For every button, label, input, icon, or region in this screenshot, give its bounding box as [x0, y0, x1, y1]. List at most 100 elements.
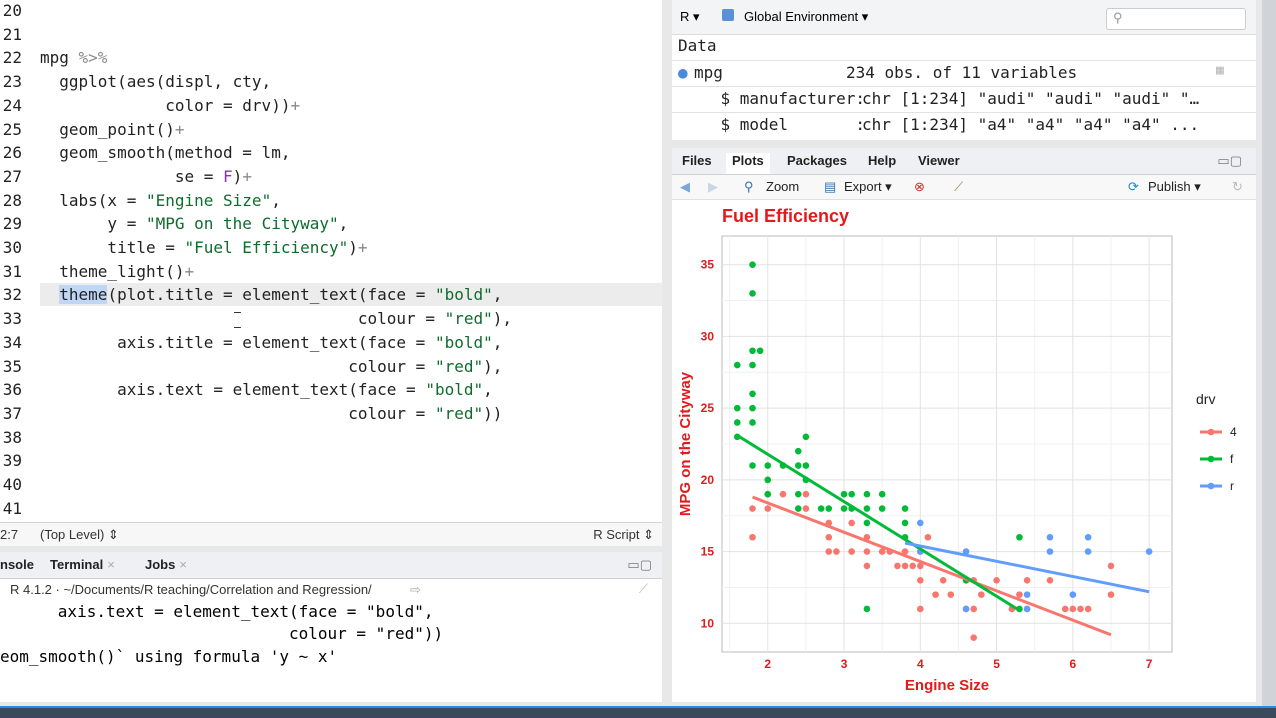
remove-plot-icon[interactable]: ⊗ [914, 179, 925, 194]
plots-pane[interactable]: Files Plots Packages Help Viewer ▭▢ ◀ ▶ … [672, 148, 1256, 702]
scope-selector[interactable]: (Top Level) ⇕ [40, 527, 119, 542]
code-line[interactable]: theme(plot.title = element_text(face = "… [40, 283, 502, 306]
goto-dir-icon[interactable]: ⇨ [410, 582, 421, 597]
refresh-icon[interactable]: ↻ [1232, 179, 1243, 194]
data-point [901, 562, 909, 570]
code-token: colour = [40, 309, 445, 329]
minimize-maximize-icon[interactable]: ▭▢ [627, 557, 652, 572]
forward-arrow-icon[interactable]: ▶ [708, 179, 718, 194]
code-line[interactable]: colour = "red"), [40, 355, 502, 378]
close-icon[interactable]: × [107, 557, 115, 572]
console-line: colour = "red")) [0, 624, 444, 643]
export-button[interactable]: Export ▾ [844, 179, 892, 194]
code-token: + [242, 166, 252, 186]
code-token: geom_smooth(method = lm, [40, 143, 291, 163]
line-number: 31 [2, 261, 22, 281]
code-line[interactable]: y = "MPG on the Cityway", [40, 212, 348, 235]
line-number: 39 [2, 451, 22, 471]
code-token: theme [59, 285, 108, 305]
line-number: 26 [2, 143, 22, 163]
data-point [733, 419, 741, 426]
code-token: )) [483, 403, 503, 423]
data-point [878, 548, 886, 555]
data-point [909, 562, 916, 570]
tab-plots[interactable]: Plots [726, 153, 770, 174]
code-token: y = [40, 214, 146, 234]
code-line[interactable]: labs(x = "Engine Size", [40, 189, 281, 212]
code-line[interactable]: ggplot(aes(displ, cty, [40, 70, 271, 93]
code-token: color = drv)) [40, 95, 291, 115]
back-arrow-icon[interactable]: ◀ [680, 179, 690, 194]
data-point [863, 490, 871, 498]
y-tick-label: 25 [701, 401, 715, 415]
chart-title: Fuel Efficiency [722, 206, 849, 226]
publish-button[interactable]: Publish ▾ [1148, 179, 1201, 194]
broom-icon[interactable]: ⟋ [954, 179, 964, 194]
x-tick-label: 2 [764, 657, 771, 671]
data-point [833, 548, 840, 555]
taskbar [0, 706, 1276, 718]
data-point [764, 505, 772, 512]
search-input[interactable]: ⚲ [1106, 8, 1246, 30]
tab-terminal[interactable]: Terminal × [50, 557, 115, 572]
code-line[interactable]: axis.title = element_text(face = "bold", [40, 331, 502, 354]
plots-tabbar: Files Plots Packages Help Viewer ▭▢ [672, 148, 1256, 175]
code-token: + [184, 261, 195, 281]
data-point [749, 404, 756, 412]
code-line[interactable]: color = drv))+ [40, 94, 300, 117]
table-icon[interactable]: ▦ [1216, 63, 1224, 78]
line-number: 28 [2, 190, 22, 210]
filetype-selector[interactable]: R Script ⇕ [593, 527, 654, 542]
code-token: "bold" [425, 380, 484, 400]
tab-jobs[interactable]: Jobs × [145, 557, 187, 572]
line-number: 40 [2, 475, 22, 494]
tab-console[interactable]: nsole [0, 557, 34, 572]
code-line[interactable]: mpg %>% [40, 46, 107, 69]
close-icon[interactable]: × [179, 557, 187, 572]
expand-icon[interactable]: ● [678, 63, 688, 82]
env-row[interactable]: ● mpg 234 obs. of 11 variables ▦ [672, 60, 1256, 87]
current-line-highlight [40, 283, 662, 307]
environment-pane[interactable]: R ▾ Global Environment ▾ ⚲ Data ● mpg 23… [672, 0, 1256, 140]
data-point [917, 605, 924, 613]
code-line[interactable]: title = "Fuel Efficiency")+ [40, 236, 367, 259]
code-line[interactable]: se = F)+ [40, 165, 252, 188]
data-point [863, 548, 871, 555]
code-line[interactable]: colour = "red")) [40, 402, 502, 425]
language-selector[interactable]: R ▾ [680, 9, 700, 24]
data-point [1145, 548, 1153, 555]
data-point [749, 261, 756, 268]
data-point [1016, 591, 1023, 598]
data-point [1107, 562, 1115, 570]
data-point [802, 462, 810, 469]
source-editor[interactable]: 20 21 22 23 24 25 26 27 28 29 30 31 32 33 34 35 36 37 38 39… [0, 0, 662, 546]
publish-icon: ⟳ [1128, 179, 1139, 194]
y-tick-label: 35 [701, 258, 715, 272]
code-line[interactable]: axis.text = element_text(face = "bold", [40, 378, 493, 401]
data-point [962, 605, 970, 613]
code-token: "red" [434, 356, 484, 376]
environment-selector[interactable]: Global Environment ▾ [744, 9, 869, 24]
line-number: 23 [2, 72, 22, 92]
minimize-maximize-icon[interactable]: ▭▢ [1217, 153, 1242, 168]
code-line[interactable]: geom_point()+ [40, 118, 184, 141]
code-area[interactable]: mpg %>% ggplot(aes(displ, cty, color = d… [40, 0, 662, 523]
tab-help[interactable]: Help [868, 153, 897, 168]
console-pane[interactable]: nsole Terminal × Jobs × ▭▢ R 4.1.2 · ~/Doc… [0, 552, 662, 702]
broom-icon[interactable]: ⟋ [638, 581, 648, 596]
data-point [825, 505, 833, 512]
line-number: 38 [2, 427, 22, 447]
code-line[interactable]: colour = "red"), [40, 307, 512, 330]
line-number: 37 [2, 403, 22, 423]
tab-packages[interactable]: Packages [787, 153, 847, 168]
data-point [749, 533, 756, 541]
data-point [794, 447, 802, 455]
code-line[interactable]: theme_light()+ [40, 260, 194, 283]
code-token: ggplot(aes(displ, cty, [40, 72, 272, 92]
tab-files[interactable]: Files [682, 153, 712, 168]
zoom-button[interactable]: Zoom [766, 179, 800, 194]
tab-viewer[interactable]: Viewer [918, 153, 960, 168]
code-line[interactable]: geom_smooth(method = lm, [40, 141, 290, 164]
data-point [924, 533, 932, 541]
data-point [802, 505, 810, 512]
